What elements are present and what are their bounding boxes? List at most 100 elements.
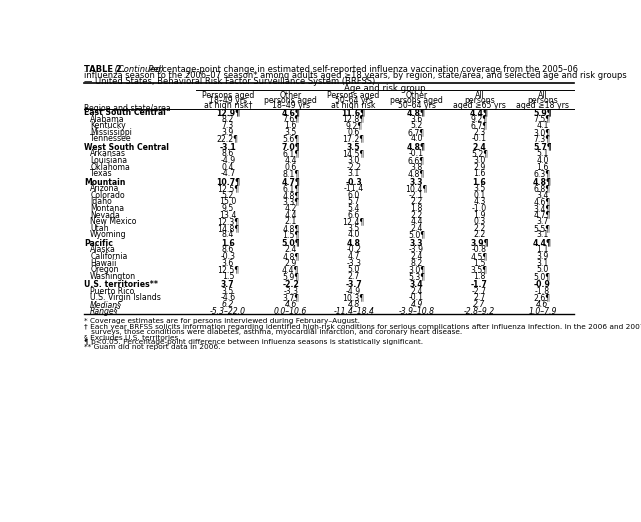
Text: Oregon: Oregon	[90, 265, 119, 274]
Text: 1.8: 1.8	[410, 204, 422, 213]
Text: Kentucky: Kentucky	[90, 121, 126, 130]
Text: -3.9: -3.9	[409, 245, 424, 254]
Text: -2.1: -2.1	[409, 191, 424, 200]
Text: 3.1: 3.1	[536, 230, 549, 240]
Text: § Excludes U.S. territories.: § Excludes U.S. territories.	[84, 334, 181, 340]
Text: 3.0: 3.0	[347, 156, 360, 165]
Text: 3.1: 3.1	[347, 169, 360, 178]
Text: 5.0: 5.0	[537, 265, 549, 274]
Text: persons aged: persons aged	[264, 96, 317, 105]
Text: 4.2: 4.2	[285, 204, 297, 213]
Text: Arkansas: Arkansas	[90, 149, 126, 159]
Text: 4.8¶: 4.8¶	[407, 143, 426, 152]
Text: 8.2: 8.2	[410, 258, 422, 268]
Text: All: All	[537, 91, 547, 100]
Text: 4.4¶: 4.4¶	[282, 265, 299, 274]
Text: 8.2: 8.2	[222, 115, 234, 124]
Text: -0.3: -0.3	[221, 252, 235, 261]
Text: 8.6: 8.6	[222, 149, 234, 159]
Text: 2.7: 2.7	[347, 272, 360, 281]
Text: 6.7¶: 6.7¶	[471, 121, 488, 130]
Text: 3.5: 3.5	[473, 184, 486, 193]
Text: Idaho: Idaho	[90, 197, 112, 207]
Text: -4.9: -4.9	[346, 287, 361, 296]
Text: 5.6¶: 5.6¶	[282, 134, 299, 144]
Text: 8.6: 8.6	[222, 245, 234, 254]
Text: 2.9: 2.9	[473, 163, 486, 172]
Text: -2.2: -2.2	[346, 163, 361, 172]
Text: 4.6: 4.6	[285, 300, 297, 309]
Text: Other: Other	[406, 91, 428, 100]
Text: — United States, Behavioral Risk Factor Surveillance System (BRFSS): — United States, Behavioral Risk Factor …	[84, 77, 375, 86]
Text: 9.5: 9.5	[222, 204, 234, 213]
Text: 5.4: 5.4	[347, 204, 360, 213]
Text: 3.6: 3.6	[222, 258, 234, 268]
Text: Arizona: Arizona	[90, 184, 120, 193]
Text: 5.2: 5.2	[222, 191, 234, 200]
Text: 2.4: 2.4	[410, 252, 422, 261]
Text: aged ≥65 yrs: aged ≥65 yrs	[453, 101, 506, 110]
Text: surveys, those conditions were diabetes, asthma, myocardial infarction, and coro: surveys, those conditions were diabetes,…	[84, 329, 462, 335]
Text: 3.3¶: 3.3¶	[282, 197, 299, 207]
Text: -2.8–9.2: -2.8–9.2	[464, 306, 495, 316]
Text: New Mexico: New Mexico	[90, 217, 137, 226]
Text: Mountain: Mountain	[84, 177, 126, 187]
Text: 4.6¶: 4.6¶	[281, 108, 300, 117]
Text: 4.4¶: 4.4¶	[533, 239, 552, 248]
Text: 3.7: 3.7	[537, 217, 549, 226]
Text: Age and risk group: Age and risk group	[344, 84, 426, 93]
Text: Persons aged: Persons aged	[328, 91, 380, 100]
Text: 8.1¶: 8.1¶	[282, 169, 299, 178]
Text: 2.4: 2.4	[472, 143, 487, 152]
Text: -11.4: -11.4	[344, 184, 363, 193]
Text: 3.8: 3.8	[410, 163, 422, 172]
Text: Puerto Rico: Puerto Rico	[90, 287, 135, 296]
Text: -1.7: -1.7	[471, 280, 488, 289]
Text: 22.2¶: 22.2¶	[217, 134, 239, 144]
Text: 4.4: 4.4	[410, 217, 423, 226]
Text: 3.0: 3.0	[473, 156, 486, 165]
Text: 12.8¶: 12.8¶	[342, 115, 365, 124]
Text: 4.3: 4.3	[473, 197, 486, 207]
Text: 12.5¶: 12.5¶	[217, 265, 239, 274]
Text: Other: Other	[279, 91, 302, 100]
Text: U.S. territories**: U.S. territories**	[84, 280, 158, 289]
Text: 3.7¶: 3.7¶	[282, 293, 299, 302]
Text: 0.0–10.6: 0.0–10.6	[274, 306, 307, 316]
Text: 1.5¶: 1.5¶	[282, 230, 299, 240]
Text: 1.8: 1.8	[473, 272, 486, 281]
Text: 11.6¶: 11.6¶	[342, 108, 365, 117]
Text: Texas: Texas	[90, 169, 112, 178]
Text: -3.1: -3.1	[219, 143, 236, 152]
Text: 6.7¶: 6.7¶	[408, 128, 425, 137]
Text: 5.0¶: 5.0¶	[281, 239, 300, 248]
Text: 2.6¶: 2.6¶	[534, 293, 551, 302]
Text: persons: persons	[527, 96, 558, 105]
Text: 2.2: 2.2	[473, 230, 486, 240]
Text: 4.8¶: 4.8¶	[533, 177, 552, 187]
Text: 1.1: 1.1	[536, 245, 549, 254]
Text: 18–49 yrs: 18–49 yrs	[272, 101, 310, 110]
Text: influenza season to the 2006–07 season* among adults aged ≥18 years, by region, : influenza season to the 2006–07 season* …	[84, 70, 627, 80]
Text: -4.6: -4.6	[221, 293, 235, 302]
Text: 5.7¶: 5.7¶	[533, 143, 552, 152]
Text: 5.9¶: 5.9¶	[282, 272, 299, 281]
Text: Oklahoma: Oklahoma	[90, 163, 130, 172]
Text: 0.1: 0.1	[473, 191, 486, 200]
Text: 13.4: 13.4	[219, 210, 237, 220]
Text: Colorado: Colorado	[90, 191, 125, 200]
Text: 4.4: 4.4	[285, 156, 297, 165]
Text: 2.4: 2.4	[410, 224, 422, 233]
Text: 5.2¶: 5.2¶	[471, 149, 488, 159]
Text: 2.1: 2.1	[285, 217, 297, 226]
Text: 5.9¶: 5.9¶	[533, 108, 552, 117]
Text: -3.9–10.8: -3.9–10.8	[399, 306, 435, 316]
Text: 5.7: 5.7	[347, 197, 360, 207]
Text: 3.4: 3.4	[410, 280, 424, 289]
Text: 50–64 yrs: 50–64 yrs	[335, 96, 372, 105]
Text: at high risk†: at high risk†	[204, 101, 252, 110]
Text: 3.4: 3.4	[536, 191, 549, 200]
Text: 4.6¶: 4.6¶	[534, 197, 551, 207]
Text: 5.3¶: 5.3¶	[408, 272, 425, 281]
Text: 50–64 yrs: 50–64 yrs	[397, 101, 435, 110]
